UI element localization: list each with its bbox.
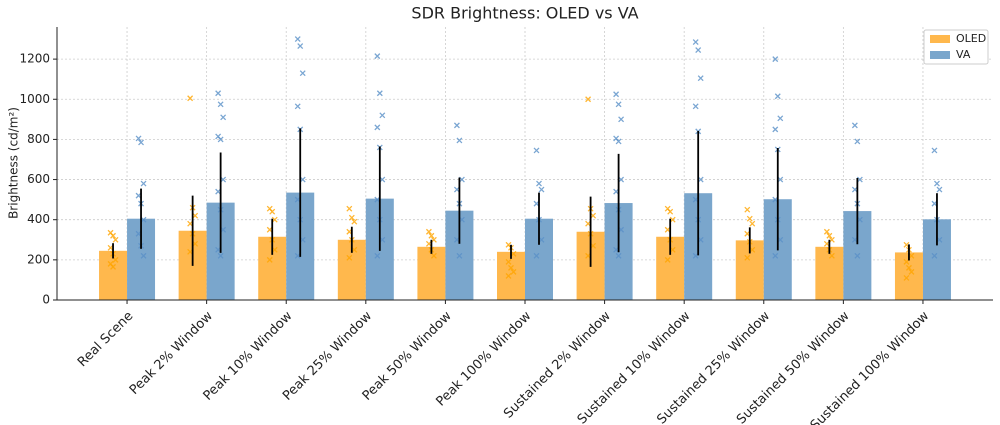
data-point [744,254,751,261]
legend-swatch [930,51,950,59]
data-point [854,138,861,145]
legend-swatch [930,35,950,43]
data-point [664,256,671,263]
data-point [777,115,784,122]
y-tick-label: 0 [42,293,50,307]
bar [99,250,128,300]
data-point [351,218,358,225]
data-point [297,43,304,50]
y-tick-label: 800 [27,132,50,146]
data-point [428,232,435,239]
data-point [374,53,381,60]
data-point [135,135,142,142]
data-point [613,91,620,98]
data-point [508,264,514,271]
data-point [374,252,381,259]
data-point [112,236,119,243]
data-point [903,274,910,281]
data-point [187,95,194,102]
data-point [215,90,222,97]
legend-label: VA [956,48,971,61]
data-point [505,258,512,265]
x-tick-label: Peak 50% Window [360,308,455,403]
data-point [346,254,353,261]
data-point [615,252,622,259]
data-point [667,208,674,215]
data-point [217,252,224,259]
data-point [692,103,699,110]
data-point [346,205,353,212]
y-axis-label: Brightness (cd/m²) [7,107,21,219]
data-point [376,90,383,97]
data-point [772,56,779,63]
data-point [110,232,117,239]
y-tick-label: 400 [27,212,50,226]
data-point [510,268,517,275]
data-point [140,252,147,259]
data-point [453,122,460,129]
data-point [220,114,227,121]
data-point [110,263,117,270]
data-point [379,112,386,119]
data-point [744,206,751,213]
data-point [697,75,704,82]
data-point [774,93,781,100]
data-point [217,101,224,108]
y-tick-label: 200 [27,252,50,266]
data-point [692,39,699,46]
data-point [425,228,432,235]
data-point [908,268,915,275]
data-point [746,215,753,222]
data-point [618,116,625,123]
y-tick-label: 1200 [19,52,50,66]
data-point [585,96,592,103]
data-point [538,186,545,193]
data-point [269,208,276,215]
data-point [851,122,858,129]
data-point [294,36,301,43]
chart-title: SDR Brightness: OLED vs VA [411,4,638,23]
data-point [217,136,224,143]
data-point [772,252,779,259]
data-point [828,252,835,259]
data-point [374,124,381,131]
data-point [536,180,542,187]
bar [497,251,525,300]
data-point [140,180,147,187]
y-tick-label: 600 [27,172,50,186]
data-point [933,180,940,187]
data-point [456,137,463,144]
data-point [823,228,830,235]
data-point [505,272,512,279]
bar [417,246,446,300]
legend-label: OLED [956,32,986,45]
data-point [348,214,355,221]
data-point [615,101,622,108]
bar [815,246,844,300]
data-point [266,256,273,263]
data-point [456,252,463,259]
x-tick-label: Peak 10% Window [201,308,296,403]
x-tick-label: Real Scene [75,309,136,370]
data-point [931,147,938,154]
data-point [854,252,861,259]
data-point [533,252,540,259]
data-point [749,220,756,227]
y-tick-label: 1000 [19,92,50,106]
data-point [936,186,943,193]
x-tick-label: Peak 25% Window [280,308,375,403]
data-point [826,232,833,239]
data-point [299,70,306,77]
data-point [138,139,145,146]
data-point [430,252,437,259]
data-point [533,147,540,154]
data-point [695,47,702,54]
data-point [931,252,938,259]
data-point [294,103,301,110]
data-point [905,264,912,271]
data-point [772,126,779,133]
x-tick-label: Peak 2% Window [127,308,216,397]
data-point [615,138,622,145]
